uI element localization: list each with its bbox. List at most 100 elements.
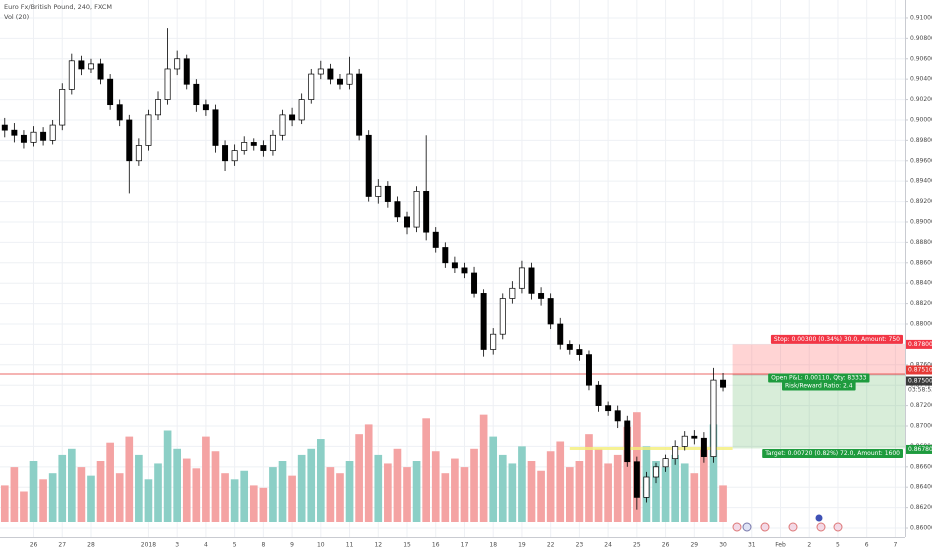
volume-layer <box>0 412 727 522</box>
candle-body <box>336 78 343 85</box>
candle-body <box>404 216 410 228</box>
candle-body <box>250 142 257 146</box>
candle-body <box>681 435 688 447</box>
candle-body <box>365 134 372 197</box>
candle-body <box>40 131 47 141</box>
x-tick-label: 26 <box>662 542 670 549</box>
volume-bar <box>393 448 402 522</box>
candle-body <box>135 145 142 162</box>
x-tick-label: 10 <box>317 542 325 549</box>
y-tick-label: 0.86000 <box>910 525 932 532</box>
volume-bar <box>106 442 114 522</box>
volume-bar <box>604 463 612 522</box>
candle-body <box>413 191 420 228</box>
volume-bar <box>422 418 430 522</box>
candle-body <box>241 142 248 151</box>
entry-price-tag: 0.87500 <box>908 378 932 385</box>
candle-body <box>375 185 382 197</box>
candle-body <box>59 89 66 126</box>
candle-body <box>518 267 525 289</box>
pnl-label-box <box>768 373 870 383</box>
candle-body <box>193 83 200 106</box>
entry-price-tag-box <box>906 376 932 386</box>
volume-bar <box>594 448 603 522</box>
volume-bar <box>690 473 699 522</box>
candle-body <box>298 99 305 121</box>
x-tick-label: 17 <box>461 542 469 549</box>
event-icon[interactable] <box>833 522 843 532</box>
candle-body <box>202 104 209 111</box>
candle-body <box>595 384 602 406</box>
event-icon[interactable] <box>815 514 823 522</box>
x-tick-label: 29 <box>690 542 698 549</box>
candle-body <box>30 131 37 143</box>
candle-body <box>605 405 612 412</box>
candle-body <box>116 104 123 121</box>
chart-title: Euro Fx/British Pound, 240, FXCM <box>4 3 112 11</box>
volume-bar <box>719 485 727 522</box>
candle-body <box>346 73 353 85</box>
event-icon[interactable] <box>816 522 826 532</box>
x-tick-label: 11 <box>346 542 354 549</box>
event-icon[interactable] <box>760 522 770 532</box>
target-price-tag-box <box>906 444 932 454</box>
event-icon[interactable] <box>788 522 798 532</box>
x-tick-label: 15 <box>403 542 411 549</box>
x-tick-label: 31 <box>748 542 756 549</box>
volume-bar <box>336 473 344 522</box>
volume-bar <box>470 448 478 522</box>
candle-body <box>461 267 468 274</box>
stop-zone <box>732 344 905 376</box>
x-tick-label: 19 <box>518 542 526 549</box>
candle-body <box>107 78 114 106</box>
candle-body <box>145 114 152 146</box>
x-tick-label: 16 <box>432 542 440 549</box>
volume-bar <box>431 451 440 522</box>
candle-body <box>662 458 669 468</box>
x-tick-label: 12 <box>374 542 382 549</box>
event-icons <box>732 514 843 532</box>
rr-label-box <box>782 381 856 391</box>
volume-bar <box>192 468 201 522</box>
volume-bar <box>412 461 421 522</box>
x-tick-label: 4 <box>204 542 208 549</box>
volume-bar <box>202 436 210 522</box>
volume-bar <box>652 461 660 522</box>
candle-body <box>317 68 324 75</box>
volume-bar <box>709 424 718 522</box>
volume-bar <box>364 424 373 522</box>
volume-bar <box>87 475 95 522</box>
pnl-label: Open P&L: 0.00110, Qty: 83333 <box>771 375 867 382</box>
volume-bar <box>259 487 268 522</box>
candle-body <box>222 145 229 162</box>
volume-bar <box>173 448 181 522</box>
candle-body <box>269 134 276 151</box>
candle-body <box>212 109 219 146</box>
event-icon[interactable] <box>742 522 752 532</box>
volume-bar <box>77 467 86 522</box>
event-icon[interactable] <box>732 522 742 532</box>
volume-bar <box>460 467 469 522</box>
volume-bar <box>58 454 67 522</box>
volume-bar <box>498 454 507 522</box>
candle-body <box>68 60 75 90</box>
volume-bar <box>29 461 38 522</box>
volume-bar <box>269 467 277 522</box>
candle-body <box>164 68 171 100</box>
volume-bar <box>182 458 191 522</box>
candle-body <box>384 185 391 202</box>
candle-body <box>538 293 545 299</box>
target-label: Target: 0.00720 (0.82%) 72.0, Amount: 16… <box>764 450 900 457</box>
